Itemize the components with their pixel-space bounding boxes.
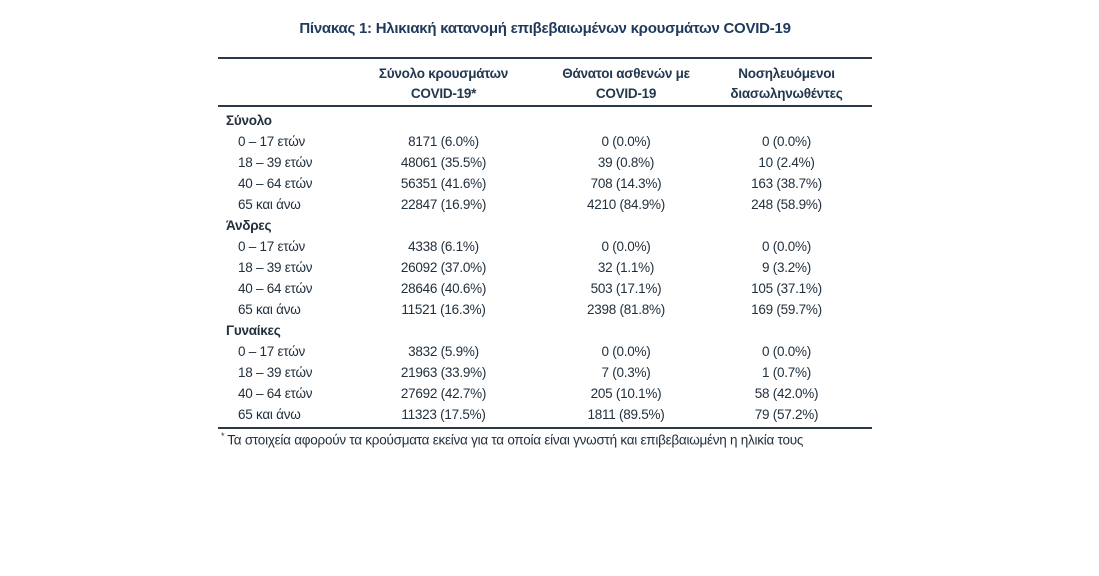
table-footnote: * Τα στοιχεία αφορούν τα κρούσματα εκείνα… — [221, 431, 921, 448]
header-total-cases-line2: COVID-19* — [410, 86, 477, 101]
cell-deaths: 503 (17.1%) — [590, 281, 662, 296]
table-row: 40 – 64 ετών 56351 (41.6%) 708 (14.3%) 1… — [218, 173, 872, 194]
cell-total-cases: 48061 (35.5%) — [400, 155, 487, 170]
cell-deaths: 1811 (89.5%) — [587, 407, 665, 422]
header-deaths-line2: COVID-19 — [595, 86, 657, 101]
age-group-label: 0 – 17 ετών — [238, 344, 305, 359]
age-group-label: 65 και άνω — [238, 407, 301, 422]
cell-total-cases: 8171 (6.0%) — [408, 134, 479, 149]
table-body: Σύνολο 0 – 17 ετών 8171 (6.0%) 0 (0.0%) … — [218, 107, 872, 427]
cell-intubated: 169 (59.7%) — [751, 302, 822, 317]
cell-deaths: 708 (14.3%) — [590, 176, 662, 191]
age-group-label: 18 – 39 ετών — [238, 365, 313, 380]
table-row: 0 – 17 ετών 3832 (5.9%) 0 (0.0%) 0 (0.0%… — [218, 341, 872, 362]
section-row-total: Σύνολο — [218, 110, 872, 131]
header-empty-cell — [218, 64, 336, 105]
cell-deaths: 32 (1.1%) — [597, 260, 655, 275]
age-group-label: 18 – 39 ετών — [238, 155, 313, 170]
section-label: Άνδρες — [226, 218, 272, 233]
table-row: 65 και άνω 22847 (16.9%) 4210 (84.9%) 24… — [218, 194, 872, 215]
table-row: 0 – 17 ετών 4338 (6.1%) 0 (0.0%) 0 (0.0%… — [218, 236, 872, 257]
section-row-women: Γυναίκες — [218, 320, 872, 341]
cell-intubated: 1 (0.7%) — [761, 365, 812, 380]
cell-total-cases: 22847 (16.9%) — [400, 197, 487, 212]
age-group-label: 0 – 17 ετών — [238, 134, 305, 149]
table-row: 18 – 39 ετών 48061 (35.5%) 39 (0.8%) 10 … — [218, 152, 872, 173]
table-header-row: Σύνολο κρουσμάτων COVID-19* Θάνατοι ασθε… — [218, 59, 872, 107]
covid-age-table: Σύνολο κρουσμάτων COVID-19* Θάνατοι ασθε… — [218, 57, 872, 429]
header-total-cases-line1: Σύνολο κρουσμάτων — [378, 66, 509, 81]
cell-deaths: 7 (0.3%) — [601, 365, 651, 380]
cell-total-cases: 56351 (41.6%) — [400, 176, 487, 191]
age-group-label: 40 – 64 ετών — [238, 281, 313, 296]
table-row: 65 και άνω 11521 (16.3%) 2398 (81.8%) 16… — [218, 299, 872, 320]
age-group-label: 65 και άνω — [238, 302, 301, 317]
age-group-label: 18 – 39 ετών — [238, 260, 313, 275]
header-total-cases: Σύνολο κρουσμάτων COVID-19* — [336, 64, 551, 105]
cell-total-cases: 11323 (17.5%) — [401, 407, 486, 422]
table-row: 18 – 39 ετών 21963 (33.9%) 7 (0.3%) 1 (0… — [218, 362, 872, 383]
table-row: 40 – 64 ετών 27692 (42.7%) 205 (10.1%) 5… — [218, 383, 872, 404]
footnote-asterisk-marker: * — [221, 431, 225, 441]
cell-intubated: 58 (42.0%) — [754, 386, 819, 401]
section-label: Γυναίκες — [226, 323, 281, 338]
cell-total-cases: 4338 (6.1%) — [408, 239, 479, 254]
cell-intubated: 0 (0.0%) — [761, 344, 812, 359]
cell-deaths: 205 (10.1%) — [590, 386, 662, 401]
cell-deaths: 0 (0.0%) — [601, 239, 651, 254]
table-row: 0 – 17 ετών 8171 (6.0%) 0 (0.0%) 0 (0.0%… — [218, 131, 872, 152]
table-caption: Πίνακας 1: Ηλικιακή κατανομή επιβεβαιωμέ… — [299, 20, 791, 37]
cell-deaths: 2398 (81.8%) — [586, 302, 666, 317]
table-row: 18 – 39 ετών 26092 (37.0%) 32 (1.1%) 9 (… — [218, 257, 872, 278]
cell-total-cases: 27692 (42.7%) — [400, 386, 487, 401]
header-deaths: Θάνατοι ασθενών με COVID-19 — [551, 64, 701, 105]
table-row: 65 και άνω 11323 (17.5%) 1811 (89.5%) 79… — [218, 404, 872, 425]
cell-total-cases: 11521 (16.3%) — [401, 302, 486, 317]
age-group-label: 65 και άνω — [238, 197, 301, 212]
cell-intubated: 248 (58.9%) — [751, 197, 822, 212]
cell-intubated: 0 (0.0%) — [761, 134, 812, 149]
table-row: 40 – 64 ετών 28646 (40.6%) 503 (17.1%) 1… — [218, 278, 872, 299]
footnote-text: Τα στοιχεία αφορούν τα κρούσματα εκείνα … — [227, 432, 804, 448]
cell-intubated: 105 (37.1%) — [751, 281, 822, 296]
header-intubated-line1: Νοσηλευόμενοι — [738, 66, 835, 81]
cell-intubated: 79 (57.2%) — [754, 407, 819, 422]
age-group-label: 40 – 64 ετών — [238, 176, 313, 191]
header-intubated-line2: διασωληνωθέντες — [730, 86, 843, 101]
cell-intubated: 163 (38.7%) — [751, 176, 822, 191]
cell-deaths: 0 (0.0%) — [601, 134, 651, 149]
header-deaths-line1: Θάνατοι ασθενών με — [562, 66, 690, 81]
cell-total-cases: 21963 (33.9%) — [400, 365, 487, 380]
age-group-label: 40 – 64 ετών — [238, 386, 313, 401]
cell-total-cases: 26092 (37.0%) — [400, 260, 487, 275]
cell-deaths: 0 (0.0%) — [601, 344, 651, 359]
age-group-label: 0 – 17 ετών — [238, 239, 305, 254]
header-intubated: Νοσηλευόμενοι διασωληνωθέντες — [701, 64, 872, 105]
cell-total-cases: 28646 (40.6%) — [400, 281, 487, 296]
cell-total-cases: 3832 (5.9%) — [408, 344, 479, 359]
section-row-men: Άνδρες — [218, 215, 872, 236]
cell-intubated: 0 (0.0%) — [761, 239, 812, 254]
cell-deaths: 39 (0.8%) — [597, 155, 655, 170]
cell-deaths: 4210 (84.9%) — [586, 197, 666, 212]
cell-intubated: 10 (2.4%) — [758, 155, 815, 170]
cell-intubated: 9 (3.2%) — [761, 260, 812, 275]
section-label: Σύνολο — [226, 113, 272, 128]
